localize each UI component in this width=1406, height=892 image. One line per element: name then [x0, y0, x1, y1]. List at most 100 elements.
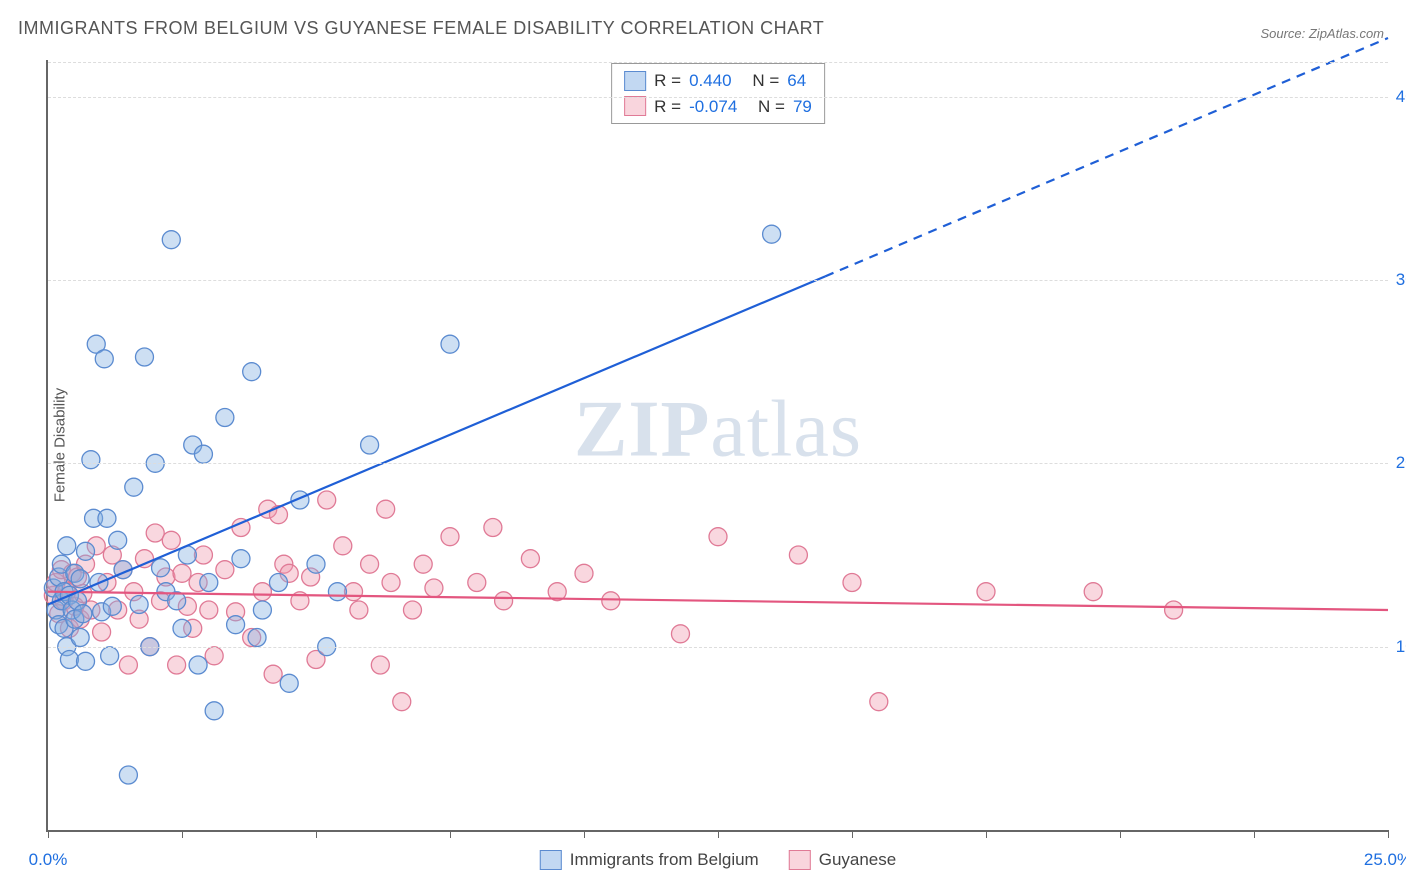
legend-item-blue: Immigrants from Belgium [540, 850, 759, 870]
xtick-mark [986, 830, 987, 838]
scatter-point-blue [135, 348, 153, 366]
scatter-point-blue [216, 409, 234, 427]
scatter-point-pink [403, 601, 421, 619]
scatter-point-pink [205, 647, 223, 665]
scatter-point-blue [189, 656, 207, 674]
chart-svg [48, 60, 1388, 830]
scatter-point-blue [248, 629, 266, 647]
scatter-point-blue [103, 597, 121, 615]
ytick-label: 30.0% [1396, 270, 1406, 290]
source-label: Source: ZipAtlas.com [1260, 26, 1384, 41]
scatter-point-pink [709, 528, 727, 546]
xtick-mark [182, 830, 183, 838]
scatter-point-pink [495, 592, 513, 610]
xtick-label: 0.0% [29, 850, 68, 870]
scatter-point-blue [227, 616, 245, 634]
scatter-point-blue [58, 537, 76, 555]
scatter-point-blue [125, 478, 143, 496]
xtick-mark [718, 830, 719, 838]
scatter-point-blue [82, 451, 100, 469]
scatter-point-blue [441, 335, 459, 353]
scatter-point-blue [269, 574, 287, 592]
scatter-point-pink [843, 574, 861, 592]
xtick-mark [450, 830, 451, 838]
scatter-point-blue [205, 702, 223, 720]
gridline [48, 463, 1388, 464]
scatter-point-pink [521, 550, 539, 568]
trendline-blue [48, 276, 825, 604]
scatter-point-pink [93, 623, 111, 641]
scatter-point-pink [334, 537, 352, 555]
scatter-point-blue [763, 225, 781, 243]
scatter-point-blue [109, 531, 127, 549]
scatter-point-blue [130, 596, 148, 614]
scatter-point-pink [173, 564, 191, 582]
xtick-mark [852, 830, 853, 838]
scatter-point-blue [152, 559, 170, 577]
scatter-point-blue [74, 605, 92, 623]
scatter-point-blue [361, 436, 379, 454]
scatter-point-blue [101, 647, 119, 665]
scatter-point-blue [71, 629, 89, 647]
scatter-point-blue [307, 555, 325, 573]
scatter-point-pink [345, 583, 363, 601]
trendline-pink [48, 592, 1388, 610]
scatter-point-pink [200, 601, 218, 619]
gridline [48, 647, 1388, 648]
scatter-point-pink [162, 531, 180, 549]
scatter-point-blue [95, 350, 113, 368]
scatter-point-pink [575, 564, 593, 582]
plot-area: Female Disability ZIPatlas R = 0.440 N =… [46, 60, 1388, 832]
scatter-point-pink [371, 656, 389, 674]
scatter-point-pink [1165, 601, 1183, 619]
scatter-point-blue [243, 363, 261, 381]
xtick-mark [316, 830, 317, 838]
xtick-mark [584, 830, 585, 838]
scatter-point-blue [328, 583, 346, 601]
scatter-point-blue [119, 766, 137, 784]
scatter-point-pink [484, 519, 502, 537]
scatter-point-pink [377, 500, 395, 518]
scatter-point-pink [253, 583, 271, 601]
scatter-point-pink [393, 693, 411, 711]
scatter-point-pink [441, 528, 459, 546]
scatter-point-blue [71, 570, 89, 588]
scatter-point-blue [173, 619, 191, 637]
scatter-point-pink [361, 555, 379, 573]
xtick-mark [1388, 830, 1389, 838]
trendline-blue-dashed [825, 38, 1388, 276]
scatter-point-pink [216, 561, 234, 579]
scatter-point-pink [318, 491, 336, 509]
scatter-point-blue [253, 601, 271, 619]
scatter-point-pink [119, 656, 137, 674]
scatter-point-pink [602, 592, 620, 610]
scatter-point-pink [194, 546, 212, 564]
scatter-point-pink [168, 656, 186, 674]
scatter-point-pink [1084, 583, 1102, 601]
swatch-blue-icon [540, 850, 562, 870]
gridline [48, 97, 1388, 98]
xtick-label: 25.0% [1364, 850, 1406, 870]
scatter-point-blue [60, 651, 78, 669]
xtick-mark [1120, 830, 1121, 838]
scatter-point-blue [162, 231, 180, 249]
ytick-label: 40.0% [1396, 87, 1406, 107]
legend-item-pink: Guyanese [789, 850, 897, 870]
scatter-point-blue [194, 445, 212, 463]
scatter-point-pink [468, 574, 486, 592]
scatter-point-blue [280, 674, 298, 692]
scatter-point-pink [870, 693, 888, 711]
scatter-point-blue [232, 550, 250, 568]
xtick-mark [48, 830, 49, 838]
scatter-point-pink [789, 546, 807, 564]
bottom-legend: Immigrants from Belgium Guyanese [540, 850, 896, 870]
scatter-point-blue [77, 652, 95, 670]
gridline [48, 280, 1388, 281]
scatter-point-pink [382, 574, 400, 592]
swatch-pink-icon [789, 850, 811, 870]
ytick-label: 10.0% [1396, 637, 1406, 657]
scatter-point-pink [264, 665, 282, 683]
scatter-point-pink [146, 524, 164, 542]
scatter-point-blue [77, 542, 95, 560]
scatter-point-blue [98, 509, 116, 527]
